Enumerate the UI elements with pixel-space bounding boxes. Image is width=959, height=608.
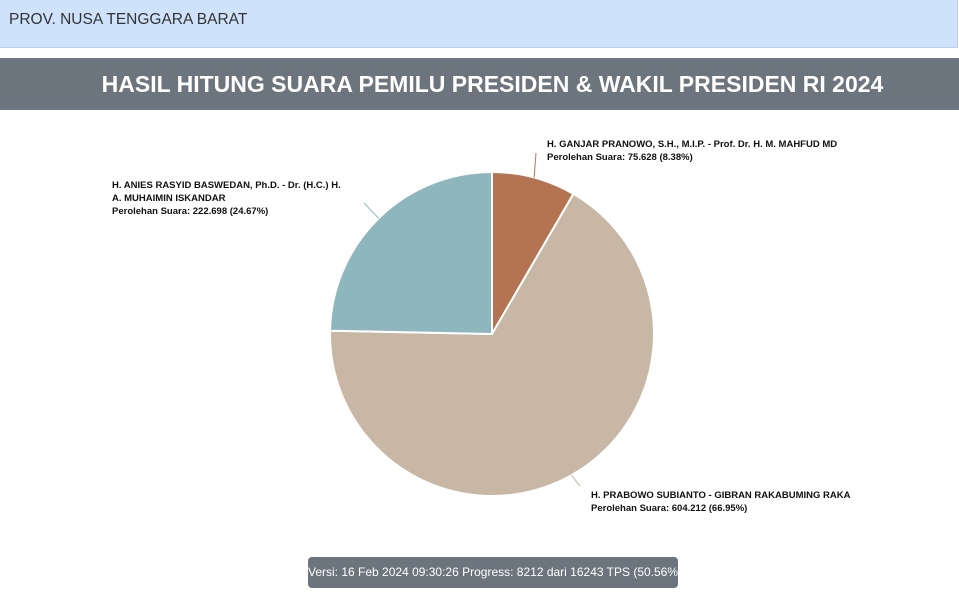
pie-slices [329,170,655,497]
page-title: HASIL HITUNG SUARA PEMILU PRESIDEN & WAK… [101,71,884,97]
connector-line-3 [363,202,379,219]
pie-labels: H. GANJAR PRANOWO, S.H., M.I.P. - Prof. … [112,139,851,514]
connector-line-2 [570,474,581,487]
pie-slice-2[interactable] [329,192,655,497]
slice-label-name: H. ANIES RASYID BASWEDAN, Ph.D. - Dr. (H… [112,180,341,191]
progress-footer: Versi: 16 Feb 2024 09:30:26 Progress: 82… [308,557,682,588]
slice-label-name: A. MUHAIMIN ISKANDAR [112,193,226,204]
slice-label-name: H. PRABOWO SUBIANTO - GIBRAN RAKABUMING … [591,490,851,501]
title-bar: HASIL HITUNG SUARA PEMILU PRESIDEN & WAK… [0,58,959,110]
slice-label-name: H. GANJAR PRANOWO, S.H., M.I.P. - Prof. … [547,139,837,150]
slice-label-detail: Perolehan Suara: 75.628 (8.38%) [547,152,693,163]
pie-chart: H. GANJAR PRANOWO, S.H., M.I.P. - Prof. … [112,139,851,514]
pie-slice-1[interactable] [491,170,575,338]
pie-slice-3[interactable] [329,170,493,336]
connector-line-1 [533,152,537,178]
slice-label-detail: Perolehan Suara: 604.212 (66.95%) [591,503,747,514]
slice-label-detail: Perolehan Suara: 222.698 (24.67%) [112,206,268,217]
region-header: PROV. NUSA TENGGARA BARAT [0,0,958,48]
region-name: PROV. NUSA TENGGARA BARAT [9,11,248,28]
